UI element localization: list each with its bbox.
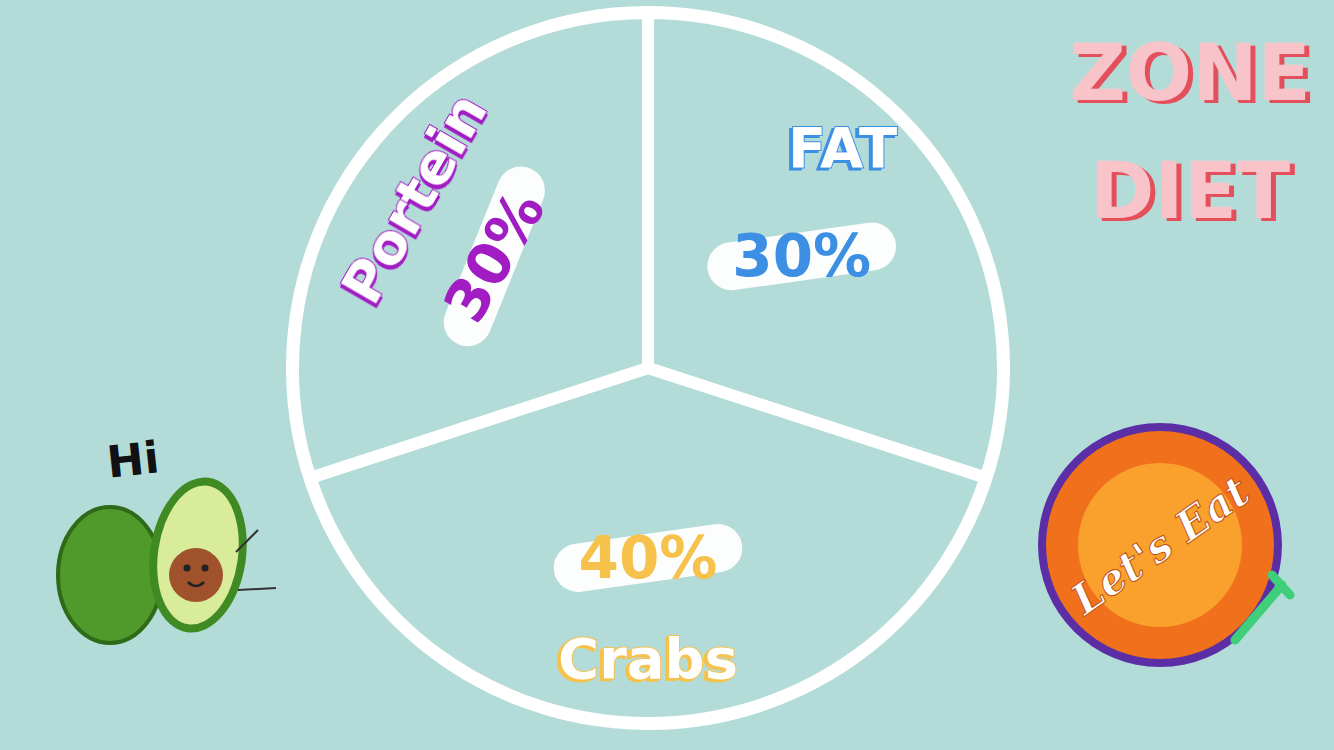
avocado-icon [58, 471, 276, 643]
category-label: Crabs [558, 626, 738, 691]
title: ZONE DIET [1069, 28, 1310, 236]
data-label: 30% [732, 222, 871, 290]
pie-outline [293, 13, 1003, 723]
title-line: ZONE [1069, 28, 1310, 118]
avocado-smile [188, 582, 204, 586]
background [0, 0, 1334, 750]
label-highlight [704, 219, 899, 293]
canvas: 30%FAT40%Crabs30%PorteinZONEDIETHiLet's … [0, 0, 1334, 750]
slices [293, 13, 1003, 723]
lets-eat-badge: Let's Eat [1038, 423, 1290, 667]
avocado-whole [58, 507, 162, 643]
labels: 30%FAT40%Crabs30%Portein [328, 81, 900, 690]
pie-slice [293, 13, 648, 478]
fork [1235, 575, 1290, 640]
avocado-pit [169, 548, 223, 602]
avocado-eye [184, 565, 191, 572]
value-label-group: 40% [551, 521, 746, 595]
annotation: Hi [104, 431, 161, 487]
avocado-arms [236, 530, 276, 590]
avocado-half-skin [140, 471, 257, 639]
value-label-group: 30% [704, 219, 899, 293]
avocado-half-flesh [149, 480, 248, 630]
data-label: 40% [579, 524, 718, 592]
category-label: FAT [788, 115, 897, 180]
data-label: 30% [430, 179, 558, 333]
badge-plate [1046, 431, 1274, 659]
title-line: DIET [1090, 146, 1290, 236]
label-highlight [551, 521, 746, 595]
category-label: Portein [328, 81, 500, 314]
annotation: Let's Eat [1061, 466, 1258, 625]
avocado-eye [202, 565, 209, 572]
